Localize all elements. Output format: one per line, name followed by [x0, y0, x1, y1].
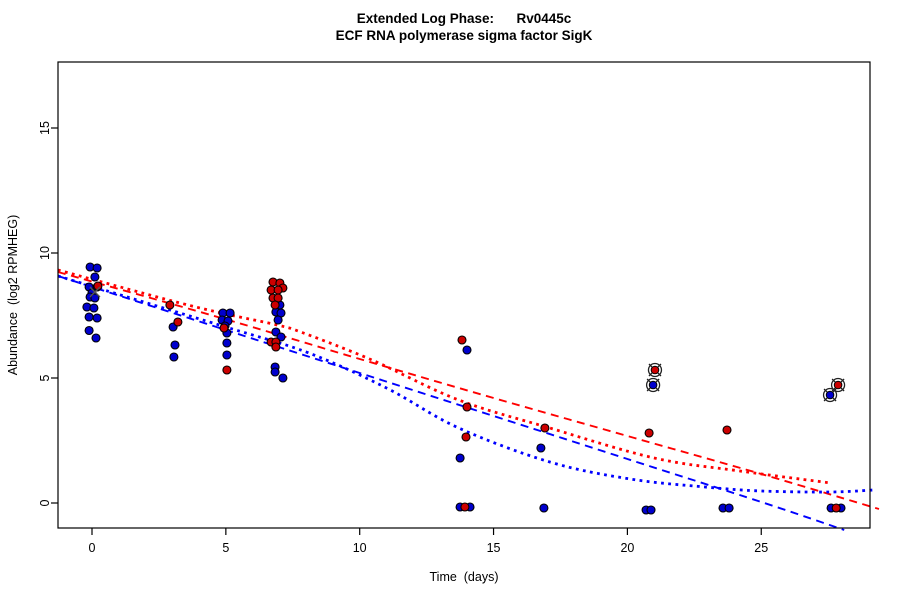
blue-data-point [170, 340, 180, 350]
red-data-point [165, 300, 175, 310]
y-tick-label: 0 [38, 499, 52, 506]
outlier-marker [645, 377, 661, 393]
outlier-marker [822, 387, 838, 403]
red-data-point [540, 423, 550, 433]
red-dotted-fit [57, 268, 832, 485]
red-data-point [222, 365, 232, 375]
red-data-point [457, 335, 467, 345]
y-axis-label: Abundance (log2 RPMHEG) [6, 215, 20, 376]
red-data-point [460, 502, 470, 512]
outlier-marker [830, 377, 846, 393]
blue-data-point [270, 367, 280, 377]
x-tick-label: 15 [487, 541, 501, 555]
blue-data-point [169, 352, 179, 362]
blue-data-point [724, 503, 734, 513]
blue-dashed-fit [57, 275, 845, 531]
blue-data-point [273, 315, 283, 325]
blue-data-point [91, 333, 101, 343]
blue-data-point [646, 505, 656, 515]
blue-data-point [536, 443, 546, 453]
blue-data-point [539, 503, 549, 513]
blue-data-point [278, 373, 288, 383]
x-tick-label: 0 [89, 541, 96, 555]
x-tick-label: 25 [754, 541, 768, 555]
blue-data-point [92, 263, 102, 273]
blue-data-point [90, 272, 100, 282]
x-axis-label: Time (days) [430, 570, 499, 584]
red-data-point [273, 285, 283, 295]
x-tick-label: 10 [353, 541, 367, 555]
red-data-point [644, 428, 654, 438]
blue-dotted-fit [57, 274, 874, 494]
blue-data-point [84, 312, 94, 322]
blue-data-point [89, 303, 99, 313]
chart-title: Extended Log Phase: Rv0445c [356, 11, 572, 26]
x-tick-label: 20 [620, 541, 634, 555]
chart-subtitle: ECF RNA polymerase sigma factor SigK [335, 28, 593, 43]
axes-group: 0 5 10 15 20 25 0 5 10 15 [38, 61, 871, 555]
blue-data-point [222, 338, 232, 348]
blue-data-point [462, 345, 472, 355]
outlier-marker [647, 362, 663, 378]
blue-data-point [222, 350, 232, 360]
blue-data-point [90, 293, 100, 303]
blue-data-point [225, 308, 235, 318]
red-data-point [219, 323, 229, 333]
cross-marker [89, 286, 101, 298]
blue-data-point [84, 325, 94, 336]
data-points-group [82, 262, 846, 515]
red-data-point [462, 402, 472, 412]
blue-data-point [455, 453, 465, 463]
y-tick-label: 15 [38, 121, 52, 135]
red-data-point [173, 317, 183, 327]
outlier-markers-group [645, 362, 846, 403]
plot-box [57, 61, 871, 529]
trend-lines-group [57, 268, 880, 531]
red-data-point [831, 503, 841, 513]
blue-data-point [92, 313, 102, 323]
red-data-point [722, 425, 732, 435]
x-tick-label: 5 [222, 541, 229, 555]
y-tick-label: 10 [38, 246, 52, 260]
red-data-point [270, 300, 280, 310]
red-data-point [461, 432, 471, 442]
y-tick-label: 5 [38, 374, 52, 381]
red-data-point [271, 342, 281, 352]
